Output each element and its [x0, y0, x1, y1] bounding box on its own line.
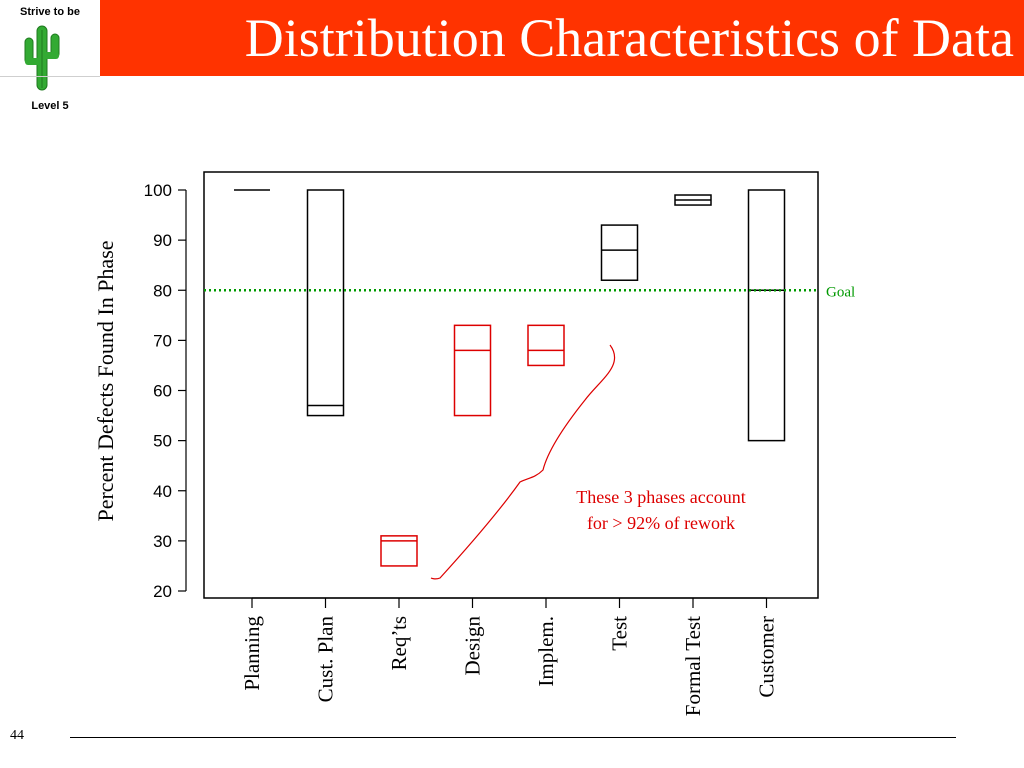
- y-axis-label: Percent Defects Found In Phase: [93, 240, 118, 521]
- annotation: These 3 phases account for > 92% of rewor…: [576, 487, 745, 533]
- box: [600, 224, 639, 281]
- plot-frame: [203, 171, 819, 599]
- annotation-text: These 3 phases account: [576, 487, 745, 507]
- x-tick-label: Planning: [240, 616, 264, 691]
- y-tick-label: 30: [153, 532, 172, 551]
- box-body: [306, 189, 345, 417]
- goal-label: Goal: [826, 284, 855, 300]
- y-tick-label: 50: [153, 432, 172, 451]
- y-tick-label: 40: [153, 482, 172, 501]
- box-body: [747, 189, 786, 442]
- y-tick-label: 90: [153, 231, 172, 250]
- y-tick-label: 20: [153, 582, 172, 601]
- x-tick-label: Req’ts: [387, 616, 411, 670]
- logo-divider: [0, 76, 100, 77]
- logo-bottom-text: Level 5: [31, 100, 69, 112]
- logo: Strive to be Level 5: [0, 0, 100, 120]
- x-tick-label: Design: [461, 616, 485, 676]
- y-tick-label: 100: [144, 181, 172, 200]
- box-body: [380, 535, 418, 567]
- x-axis: Planning Cust. Plan Req’ts Design Implem. Tes…: [240, 597, 779, 716]
- box: [453, 324, 492, 417]
- box-body: [453, 324, 492, 417]
- y-tick-label: 80: [153, 281, 172, 300]
- box: [747, 189, 786, 442]
- box: [674, 194, 712, 206]
- goal-line-group: Goal: [204, 284, 855, 300]
- page-title: Distribution Characteristics of Data: [244, 8, 1014, 68]
- x-tick-label: Implem.: [534, 616, 558, 687]
- logo-top-text: Strive to be: [20, 6, 80, 18]
- annotation-brace: [430, 344, 616, 580]
- box-body: [527, 324, 565, 367]
- x-tick-label: Formal Test: [681, 616, 705, 716]
- y-tick-label: 60: [153, 382, 172, 401]
- x-tick-label: Customer: [755, 616, 779, 698]
- cactus-icon: [24, 25, 60, 91]
- y-axis: 20 30 40 50 60 70 80 90 100: [144, 181, 187, 601]
- y-tick-label: 70: [153, 331, 172, 350]
- footer-divider: [70, 737, 956, 738]
- box: [380, 535, 418, 567]
- box: [306, 189, 345, 417]
- x-tick-label: Test: [608, 616, 632, 651]
- boxes: [234, 189, 786, 567]
- box: [527, 324, 565, 367]
- page-number: 44: [10, 728, 24, 743]
- x-tick-label: Cust. Plan: [314, 616, 338, 703]
- title-bar: Distribution Characteristics of Data: [100, 0, 1024, 76]
- box-body: [600, 224, 639, 281]
- annotation-text: for > 92% of rework: [587, 513, 735, 533]
